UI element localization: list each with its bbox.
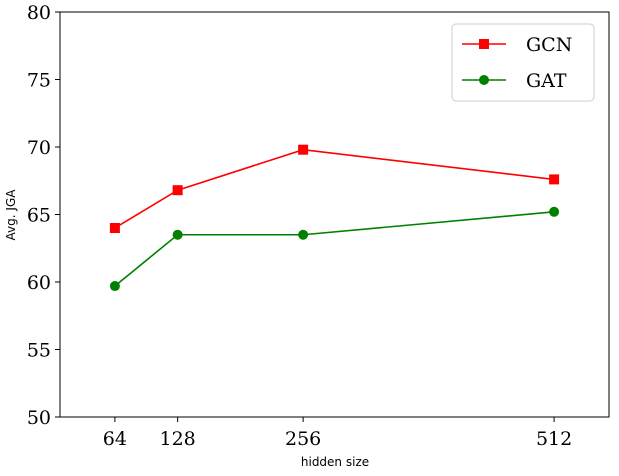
- x-tick-label: 512: [536, 428, 572, 450]
- y-axis-label: Avg. JGA: [4, 189, 18, 241]
- gat-line: [114, 211, 555, 287]
- gat-point: [109, 281, 120, 292]
- legend-gat-label: GAT: [526, 70, 567, 92]
- y-tick-label: 70: [27, 137, 51, 159]
- gat-point: [298, 229, 309, 240]
- y-tick-label: 75: [27, 70, 51, 92]
- legend-gat-marker: [479, 75, 489, 85]
- y-tick-label: 80: [27, 2, 51, 24]
- plot-layer: [109, 144, 560, 292]
- y-tick-label: 65: [27, 205, 51, 227]
- gcn-point: [298, 144, 309, 155]
- x-tick-label: 128: [160, 428, 196, 450]
- gat-point: [172, 229, 183, 240]
- gcn-point: [172, 185, 183, 196]
- x-axis: 64 128 256 512: [103, 417, 572, 450]
- gat-point: [549, 206, 560, 217]
- legend-gcn-marker: [479, 39, 489, 49]
- gcn-point: [549, 174, 560, 185]
- legend-items: GCN GAT: [462, 34, 572, 92]
- legend-gcn-label: GCN: [526, 34, 572, 56]
- gcn-line: [114, 148, 555, 229]
- y-tick-label: 55: [27, 340, 51, 362]
- y-tick-label: 50: [27, 407, 51, 429]
- legend-box: [451, 23, 595, 102]
- y-axis: 50 55 60 65 70 75 80: [27, 2, 60, 429]
- x-tick-label: 64: [103, 428, 127, 450]
- gcn-point: [109, 223, 120, 233]
- legend: GCN GAT: [451, 23, 595, 102]
- x-axis-label: hidden size: [301, 455, 369, 469]
- x-tick-label: 256: [285, 428, 321, 450]
- y-tick-label: 60: [27, 272, 51, 294]
